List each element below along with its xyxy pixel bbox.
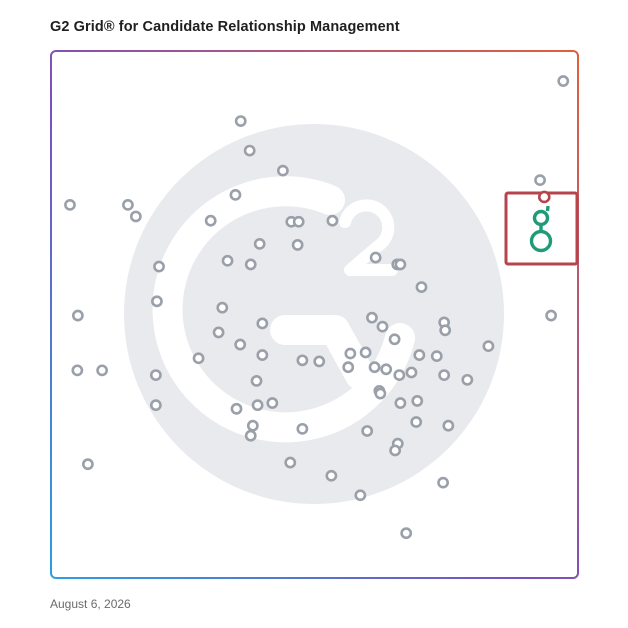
data-point-67[interactable]	[244, 429, 257, 442]
data-point-42[interactable]	[430, 350, 443, 363]
data-point-5[interactable]	[64, 198, 76, 211]
data-point-31[interactable]	[212, 326, 225, 339]
data-point-21[interactable]	[415, 281, 428, 293]
data-point-24[interactable]	[71, 309, 84, 322]
data-point-62[interactable]	[410, 416, 423, 428]
data-point-3[interactable]	[276, 164, 289, 177]
data-point-46[interactable]	[342, 361, 355, 374]
data-point-23[interactable]	[216, 301, 229, 314]
data-point-18[interactable]	[153, 260, 165, 273]
data-point-2[interactable]	[243, 144, 256, 157]
product-logo-icon	[529, 205, 553, 253]
data-point-56[interactable]	[411, 395, 424, 407]
data-point-30[interactable]	[376, 320, 389, 333]
data-point-75[interactable]	[400, 527, 413, 540]
data-point-49[interactable]	[393, 369, 406, 382]
data-point-35[interactable]	[256, 349, 269, 361]
points-layer	[64, 75, 570, 540]
data-point-71[interactable]	[284, 456, 297, 469]
report-date: August 6, 2026	[50, 597, 131, 611]
data-point-26[interactable]	[256, 317, 269, 330]
data-point-52[interactable]	[461, 373, 474, 386]
grid-frame	[50, 50, 579, 579]
highlighted-product[interactable]	[504, 190, 579, 266]
data-point-4[interactable]	[534, 174, 546, 187]
data-point-0[interactable]	[557, 75, 570, 87]
data-point-45[interactable]	[149, 369, 162, 382]
data-point-11[interactable]	[292, 215, 305, 228]
data-point-57[interactable]	[149, 399, 162, 412]
data-point-15[interactable]	[369, 251, 382, 264]
data-point-61[interactable]	[394, 397, 407, 409]
data-point-47[interactable]	[368, 361, 381, 374]
data-point-41[interactable]	[413, 349, 426, 361]
data-point-63[interactable]	[246, 419, 259, 432]
data-point-7[interactable]	[129, 210, 142, 223]
data-point-34[interactable]	[234, 338, 247, 351]
data-point-70[interactable]	[81, 458, 94, 471]
data-point-58[interactable]	[230, 402, 243, 415]
data-point-50[interactable]	[405, 366, 418, 379]
data-point-32[interactable]	[388, 333, 401, 346]
highlight-point[interactable]	[537, 190, 551, 204]
data-point-66[interactable]	[442, 419, 455, 432]
data-point-64[interactable]	[296, 422, 309, 435]
data-point-29[interactable]	[439, 324, 452, 337]
data-point-37[interactable]	[296, 354, 309, 367]
data-point-36[interactable]	[192, 352, 205, 365]
data-point-60[interactable]	[266, 397, 279, 409]
data-point-6[interactable]	[122, 198, 134, 211]
data-point-73[interactable]	[437, 476, 449, 489]
data-point-19[interactable]	[221, 254, 234, 267]
data-point-9[interactable]	[204, 214, 217, 227]
data-point-17[interactable]	[394, 258, 407, 271]
data-point-74[interactable]	[354, 489, 367, 502]
data-point-38[interactable]	[313, 355, 326, 368]
data-point-13[interactable]	[253, 237, 266, 250]
data-point-25[interactable]	[545, 309, 558, 322]
data-point-14[interactable]	[291, 239, 304, 251]
data-point-27[interactable]	[366, 311, 378, 324]
data-point-40[interactable]	[359, 346, 372, 359]
data-point-1[interactable]	[234, 115, 247, 127]
data-point-72[interactable]	[325, 469, 338, 482]
g2-logo-icon	[124, 124, 504, 504]
data-point-55[interactable]	[374, 387, 387, 400]
data-point-53[interactable]	[250, 375, 263, 387]
data-point-39[interactable]	[344, 347, 357, 360]
chart-title: G2 Grid® for Candidate Relationship Mana…	[50, 19, 400, 35]
data-point-48[interactable]	[380, 363, 393, 376]
data-point-33[interactable]	[482, 340, 495, 353]
data-point-51[interactable]	[438, 369, 451, 382]
data-point-65[interactable]	[361, 425, 374, 437]
data-point-8[interactable]	[229, 188, 242, 201]
data-point-69[interactable]	[389, 444, 402, 457]
data-point-12[interactable]	[326, 214, 339, 227]
data-point-43[interactable]	[71, 364, 84, 377]
data-point-20[interactable]	[244, 258, 257, 271]
data-point-44[interactable]	[96, 364, 109, 377]
data-point-59[interactable]	[251, 399, 264, 412]
data-point-22[interactable]	[151, 295, 163, 308]
